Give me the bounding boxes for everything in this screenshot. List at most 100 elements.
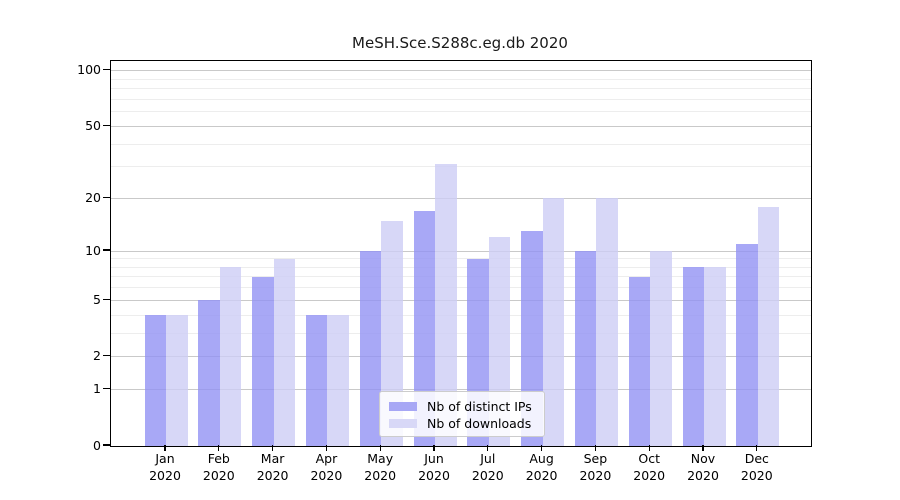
- bar-downloads-sep: [596, 198, 618, 446]
- x-tick-label-month: May: [367, 451, 394, 466]
- bar-distinct-ips-nov: [682, 267, 704, 446]
- x-tick-mark: [218, 445, 220, 451]
- x-tick-label-year: 2020: [418, 467, 450, 483]
- bar-downloads-apr: [327, 315, 349, 446]
- minor-gridline: [111, 276, 811, 278]
- x-tick-mark: [648, 445, 650, 451]
- bar-distinct-ips-mar: [252, 276, 274, 446]
- minor-gridline: [111, 332, 811, 334]
- x-tick-label-year: 2020: [471, 467, 504, 483]
- y-tick-label-2: 2: [93, 348, 101, 364]
- x-tick-label-aug: Aug 2020: [514, 451, 570, 484]
- x-tick-label-may: May 2020: [352, 451, 408, 484]
- y-tick-label-20: 20: [85, 189, 101, 205]
- x-tick-label-year: 2020: [579, 467, 612, 483]
- major-gridline: [111, 197, 811, 199]
- bar-distinct-ips-jun: [413, 211, 435, 446]
- major-gridline: [111, 70, 811, 72]
- minor-gridline: [111, 266, 811, 268]
- y-tick-mark: [103, 354, 110, 357]
- major-gridline: [111, 389, 811, 391]
- x-tick-mark: [702, 445, 704, 451]
- minor-gridline: [111, 143, 811, 145]
- minor-gridline: [111, 98, 811, 100]
- major-gridline: [111, 356, 811, 358]
- plot-area: Nb of distinct IPs Nb of downloads: [110, 60, 812, 447]
- x-tick-label-year: 2020: [525, 467, 558, 483]
- minor-gridline: [111, 88, 811, 90]
- bar-downloads-dec: [757, 206, 780, 446]
- y-tick-mark: [103, 249, 110, 251]
- x-tick-label-jan: Jan 2020: [137, 451, 193, 484]
- x-tick-label-month: Mar: [260, 451, 285, 466]
- bar-downloads-oct: [650, 251, 672, 446]
- legend-row: Nb of distinct IPs: [389, 398, 535, 415]
- x-tick-label-oct: Oct 2020: [621, 451, 677, 484]
- bar-downloads-may: [381, 220, 403, 446]
- x-tick-label-year: 2020: [310, 467, 343, 483]
- minor-gridline: [111, 258, 811, 260]
- x-tick-label-jun: Jun 2020: [406, 451, 462, 484]
- x-tick-label-month: Dec: [744, 451, 769, 466]
- x-tick-label-month: Feb: [207, 451, 230, 466]
- x-tick-mark: [164, 445, 166, 451]
- y-tick-mark: [103, 298, 110, 301]
- x-tick-mark: [433, 445, 435, 451]
- legend-row: Nb of downloads: [389, 415, 535, 432]
- y-tick-label-1: 1: [93, 381, 101, 397]
- major-gridline: [111, 299, 811, 301]
- x-tick-label-apr: Apr 2020: [298, 451, 354, 484]
- x-tick-mark: [540, 445, 543, 451]
- y-tick-mark: [103, 124, 110, 127]
- x-tick-label-year: 2020: [740, 467, 773, 483]
- major-gridline: [111, 250, 811, 252]
- minor-gridline: [111, 78, 811, 80]
- x-tick-label-sep: Sep 2020: [567, 451, 623, 484]
- x-tick-label-mar: Mar 2020: [245, 451, 301, 484]
- bar-distinct-ips-feb: [198, 300, 220, 446]
- x-tick-label-month: Oct: [638, 451, 660, 466]
- y-tick-label-10: 10: [85, 242, 101, 258]
- minor-gridline: [111, 111, 811, 113]
- x-tick-mark: [271, 445, 274, 451]
- y-tick-mark: [103, 69, 110, 71]
- legend-swatch-distinct-ips: [389, 402, 417, 411]
- minor-gridline: [111, 314, 811, 316]
- x-tick-label-month: Jul: [480, 451, 496, 466]
- y-tick-mark: [103, 444, 110, 446]
- x-tick-label-feb: Feb 2020: [191, 451, 247, 484]
- bar-distinct-ips-may: [359, 251, 382, 446]
- bar-downloads-jan: [166, 315, 188, 446]
- x-tick-label-year: 2020: [149, 467, 181, 483]
- bar-distinct-ips-dec: [736, 243, 758, 446]
- x-tick-mark: [594, 445, 597, 451]
- y-tick-label-5: 5: [93, 291, 101, 307]
- minor-gridline: [111, 166, 811, 168]
- major-gridline: [111, 125, 811, 127]
- bar-downloads-nov: [704, 267, 726, 446]
- x-tick-label-dec: Dec 2020: [729, 451, 785, 484]
- x-tick-label-year: 2020: [633, 467, 666, 483]
- x-tick-label-month: Jan: [155, 451, 175, 466]
- legend-label: Nb of downloads: [427, 415, 532, 431]
- x-tick-label-month: Jun: [424, 451, 444, 466]
- x-tick-label-year: 2020: [256, 467, 289, 483]
- y-tick-mark: [103, 196, 110, 199]
- x-tick-mark: [379, 445, 381, 451]
- y-tick-label-100: 100: [77, 62, 101, 78]
- x-tick-label-month: Sep: [583, 451, 608, 466]
- x-tick-label-month: Apr: [315, 451, 338, 466]
- x-tick-label-year: 2020: [687, 467, 719, 483]
- y-tick-label-50: 50: [85, 117, 101, 133]
- legend-label: Nb of distinct IPs: [427, 398, 532, 414]
- minor-gridline: [111, 287, 811, 289]
- x-tick-label-nov: Nov 2020: [675, 451, 731, 484]
- legend-swatch-downloads: [389, 419, 417, 428]
- y-tick-label-0: 0: [93, 437, 101, 453]
- x-tick-label-year: 2020: [202, 467, 235, 483]
- bar-distinct-ips-oct: [628, 276, 651, 446]
- bar-downloads-mar: [273, 258, 296, 446]
- x-tick-mark: [325, 445, 328, 451]
- bar-downloads-aug: [542, 198, 565, 446]
